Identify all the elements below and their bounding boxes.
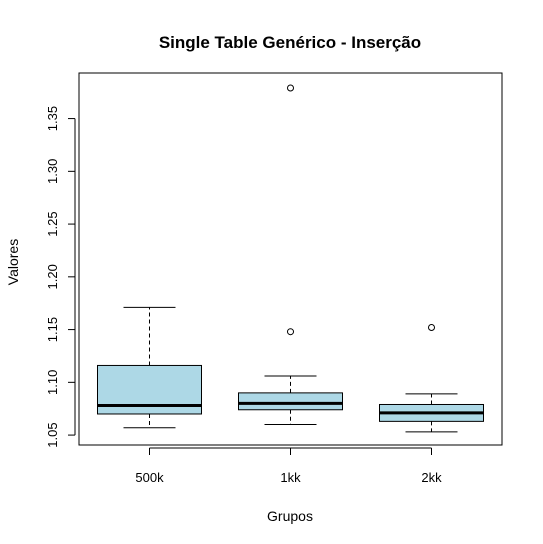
plot-frame	[78, 72, 503, 446]
y-tick-label: 1.10	[45, 370, 60, 395]
x-axis: 500k 1kk 2kk	[135, 447, 442, 485]
x-tick-label: 2kk	[421, 470, 442, 485]
outlier-point	[287, 84, 294, 92]
box-2kk	[379, 323, 484, 433]
y-tick-label: 1.05	[45, 422, 60, 447]
chart-title: Single Table Genérico - Inserção	[159, 33, 421, 52]
y-tick-label: 1.15	[45, 317, 60, 342]
box-500k	[97, 306, 202, 429]
x-axis-label: Grupos	[267, 508, 313, 524]
y-axis: 1.05 1.10 1.15 1.20 1.25 1.30 1.35	[45, 106, 76, 448]
outlier-point	[287, 328, 294, 336]
box-1kk	[238, 84, 343, 426]
x-tick-label: 500k	[135, 470, 164, 485]
y-axis-label: Valores	[5, 239, 21, 285]
x-tick-label: 1kk	[280, 470, 301, 485]
y-tick-label: 1.20	[45, 264, 60, 289]
y-tick-label: 1.25	[45, 211, 60, 236]
box-series	[97, 84, 484, 433]
y-tick-label: 1.30	[45, 159, 60, 184]
iqr-box	[238, 392, 343, 411]
outlier-point	[428, 323, 435, 331]
y-tick-label: 1.35	[45, 106, 60, 131]
